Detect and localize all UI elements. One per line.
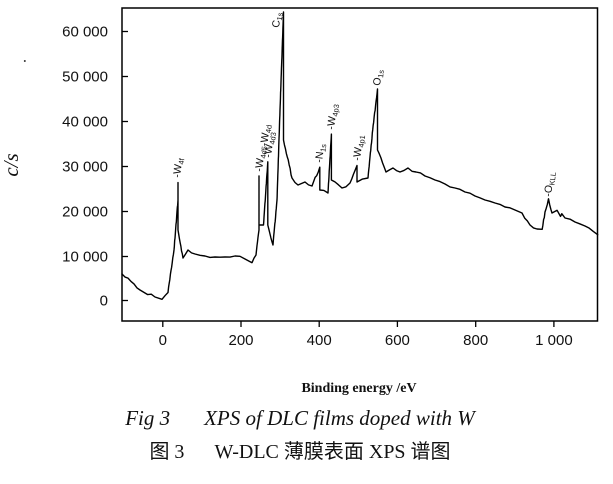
svg-text:10 000: 10 000 [62,249,108,266]
svg-text:400: 400 [307,332,332,349]
svg-text:-W4p3: -W4p3 [325,103,341,130]
svg-text:0: 0 [159,332,167,349]
svg-text:图 3W-DLC 薄膜表面 XPS 谱图: 图 3 W-DLC 薄膜表面 XPS 谱图 [149,440,450,463]
svg-text:-W4f: -W4f [171,156,186,178]
svg-text:50 000: 50 000 [62,69,108,86]
svg-text:1 000: 1 000 [535,332,573,349]
svg-text:60 000: 60 000 [62,24,108,41]
svg-text:40 000: 40 000 [62,114,108,131]
svg-text:600: 600 [385,332,410,349]
svg-text:0: 0 [100,293,108,310]
svg-text:800: 800 [463,332,488,349]
svg-text:30 000: 30 000 [62,159,108,176]
svg-text:200: 200 [228,332,253,349]
svg-text:c/s: c/s [0,153,23,176]
svg-text:-N1s: -N1s [313,143,328,164]
svg-text:O1s: O1s [371,69,386,87]
svg-text:Binding energy /eV: Binding energy /eV [301,381,416,396]
svg-text:-W4p1: -W4p1 [351,134,367,161]
svg-text:20 000: 20 000 [62,204,108,221]
svg-text:-OKLL: -OKLL [542,171,558,197]
